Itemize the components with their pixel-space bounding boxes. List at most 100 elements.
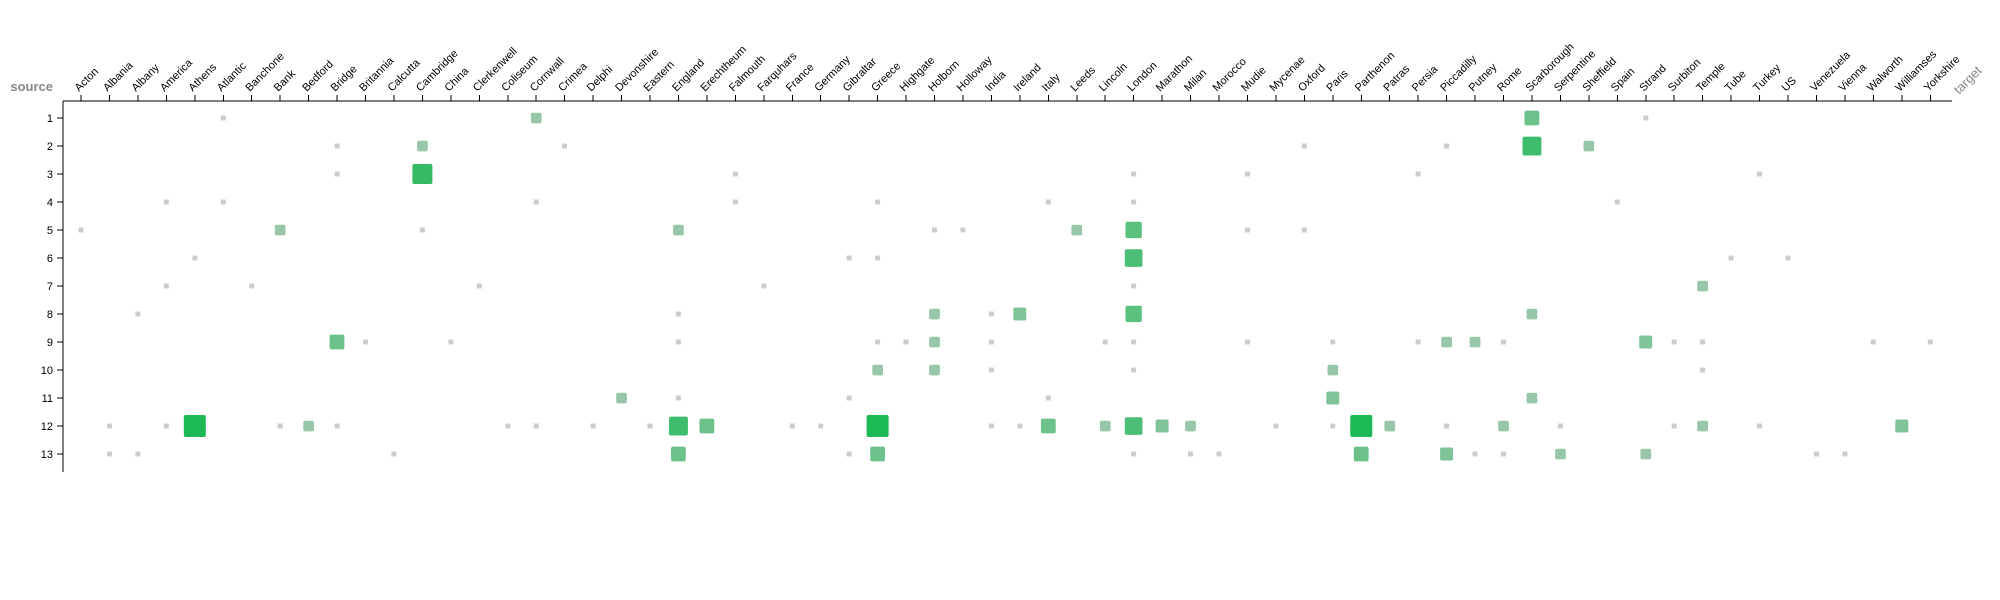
cell-12-milan xyxy=(1185,420,1196,432)
cell-12-coliseum xyxy=(505,423,511,429)
cell-10-london xyxy=(1131,367,1137,373)
x-tick-label-us: US xyxy=(1780,75,1799,94)
cell-5-england xyxy=(673,224,684,236)
cell-1-atlantic xyxy=(220,115,226,121)
y-tick-label-3: 3 xyxy=(47,169,53,181)
cell-5-acton xyxy=(78,227,84,233)
cell-6-gibraltar xyxy=(846,255,852,261)
cell-13-strand xyxy=(1640,448,1652,460)
x-tick-label-atlantic: Atlantic xyxy=(215,60,249,94)
cell-9-greece xyxy=(875,339,881,345)
cell-13-piccadilly xyxy=(1440,447,1454,461)
cell-1-cornwall xyxy=(530,112,542,124)
cell-8-ireland xyxy=(1013,307,1027,321)
cell-13-morocco xyxy=(1216,451,1222,457)
cell-1-scarborough xyxy=(1524,110,1540,126)
cell-1-strand xyxy=(1643,115,1649,121)
cell-12-marathon xyxy=(1155,419,1169,433)
x-tick-label-lincoln: Lincoln xyxy=(1097,61,1130,94)
cell-11-scarborough xyxy=(1526,392,1538,404)
cell-9-yorkshire xyxy=(1927,339,1933,345)
cell-13-rome xyxy=(1501,451,1506,457)
y-tick-label-11: 11 xyxy=(42,393,53,405)
cell-12-erechtheum xyxy=(699,418,715,434)
cell-12-bank xyxy=(277,423,283,429)
y-tick-label-1: 1 xyxy=(47,113,53,125)
y-tick-label-4: 4 xyxy=(47,197,53,209)
cell-13-calcutta xyxy=(391,451,397,457)
x-tick-label-acton: Acton xyxy=(73,66,101,94)
cell-4-falmouth xyxy=(732,199,738,205)
x-tick-label-delphi: Delphi xyxy=(585,64,616,95)
cell-10-paris xyxy=(1327,364,1339,376)
cell-8-scarborough xyxy=(1526,308,1538,320)
cell-5-leeds xyxy=(1071,224,1083,236)
cell-12-piccadilly xyxy=(1444,423,1450,429)
cell-4-atlantic xyxy=(220,199,226,205)
cell-12-albania xyxy=(107,423,112,429)
cell-8-india xyxy=(988,311,994,317)
cell-9-paris xyxy=(1330,339,1336,345)
x-tick-label-turkey: Turkey xyxy=(1751,62,1783,94)
cell-2-scarborough xyxy=(1522,136,1542,156)
cell-5-holborn xyxy=(932,227,937,233)
cell-12-america xyxy=(163,423,169,429)
y-tick-label-5: 5 xyxy=(47,225,53,237)
cell-6-greece xyxy=(875,255,881,261)
x-tick-label-persia: Persia xyxy=(1410,63,1441,94)
cell-13-albania xyxy=(107,451,112,457)
cell-9-holborn xyxy=(929,336,940,348)
y-tick-label-2: 2 xyxy=(47,141,53,153)
cell-12-patras xyxy=(1384,420,1396,432)
cell-7-america xyxy=(163,283,169,289)
cell-13-milan xyxy=(1188,451,1193,457)
cell-5-mudie xyxy=(1245,227,1250,233)
cell-9-strand xyxy=(1639,335,1653,349)
cell-12-mycenae xyxy=(1273,423,1279,429)
cell-8-albany xyxy=(135,311,141,317)
x-tick-label-ireland: Ireland xyxy=(1011,62,1043,94)
x-tick-label-india: India xyxy=(983,68,1009,94)
cell-11-devonshire xyxy=(616,392,627,404)
cell-8-london xyxy=(1125,305,1142,323)
cell-9-england xyxy=(675,339,681,345)
y-tick-label-12: 12 xyxy=(41,421,53,433)
x-tick-label-strand: Strand xyxy=(1637,63,1668,94)
cell-10-holborn xyxy=(929,364,940,376)
cell-3-bridge xyxy=(334,171,340,177)
cell-13-parthenon xyxy=(1353,446,1369,462)
x-tick-label-tube: Tube xyxy=(1723,68,1749,94)
cell-12-delphi xyxy=(590,423,596,429)
cell-9-britannia xyxy=(363,339,368,345)
cell-10-greece xyxy=(872,364,883,376)
cell-4-america xyxy=(163,199,169,205)
cell-3-turkey xyxy=(1757,171,1762,177)
cell-12-temple xyxy=(1697,420,1708,432)
heatmap-cells xyxy=(78,110,1933,462)
x-tick-label-albany: Albany xyxy=(130,61,163,94)
cell-9-walworth xyxy=(1870,339,1876,345)
cell-13-greece xyxy=(870,446,885,462)
cell-2-cambridge xyxy=(417,140,428,152)
cell-8-england xyxy=(675,311,681,317)
cell-2-crimea xyxy=(562,143,568,149)
cell-12-turkey xyxy=(1757,423,1762,429)
y-tick-label-10: 10 xyxy=(41,365,53,377)
cell-12-bridge xyxy=(334,423,340,429)
cell-7-farquhars xyxy=(761,283,767,289)
cell-12-paris xyxy=(1330,423,1336,429)
y-tick-label-8: 8 xyxy=(47,309,53,321)
cell-9-persia xyxy=(1415,339,1421,345)
x-axis-ticks: Acton AlbaniaAlbanyAmericaAthensAtlanticB… xyxy=(73,41,1963,101)
cell-5-cambridge xyxy=(419,227,425,233)
x-tick-label-paris: Paris xyxy=(1324,68,1351,95)
cell-13-england xyxy=(671,446,686,462)
cell-9-mudie xyxy=(1245,339,1250,345)
cell-12-france xyxy=(789,423,795,429)
cell-6-london xyxy=(1124,249,1143,267)
cell-5-oxford xyxy=(1301,227,1307,233)
cell-9-india xyxy=(988,339,994,345)
cell-9-rome xyxy=(1501,339,1506,345)
